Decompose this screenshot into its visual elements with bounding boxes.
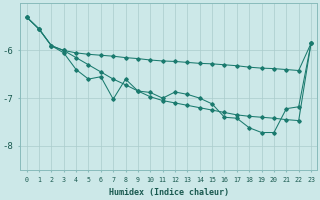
X-axis label: Humidex (Indice chaleur): Humidex (Indice chaleur): [109, 188, 229, 197]
